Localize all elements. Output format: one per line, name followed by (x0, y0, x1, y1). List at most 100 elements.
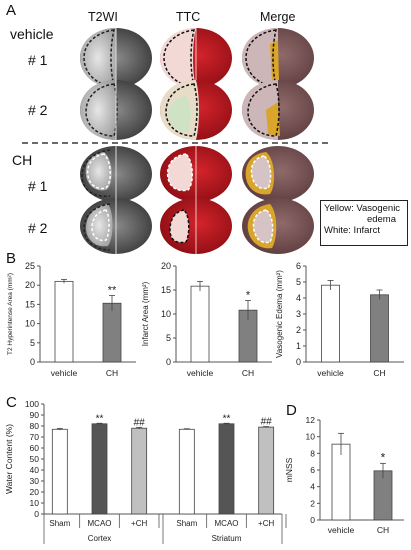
ttc-slice-ch-2 (160, 198, 232, 254)
y-tick-label: 15 (25, 299, 35, 309)
panel-c-letter: C (6, 394, 17, 411)
bar (370, 294, 389, 363)
column-header-t2wi: T2WI (88, 10, 118, 24)
y-tick-label: 6 (310, 465, 315, 475)
y-tick-label: 3 (296, 309, 301, 319)
y-axis-label: Vasogenic Edema (mm²) (275, 270, 284, 358)
y-tick-label: 10 (25, 319, 35, 329)
merge-slice-ch-2 (242, 198, 314, 254)
t2wi-slice-ch-1 (80, 146, 152, 202)
y-tick-label: 8 (310, 448, 315, 458)
y-tick-label: 20 (30, 487, 40, 497)
y-tick-label: 90 (30, 410, 40, 420)
category-label: +CH (131, 519, 147, 528)
row-label-ch-1: # 1 (28, 178, 48, 194)
category-label: vehicle (317, 368, 344, 378)
significance-mark: ** (96, 413, 104, 424)
y-tick-label: 40 (30, 465, 40, 475)
brain-slice-grid (22, 28, 328, 254)
panel-d-letter: D (286, 402, 297, 419)
legend-box: Yellow: Vasogenic edema White: Infarct (320, 200, 408, 246)
y-tick-label: 5 (30, 338, 35, 348)
row-label-vehicle-1: # 1 (28, 52, 48, 68)
y-tick-label: 50 (30, 454, 40, 464)
y-tick-label: 20 (25, 280, 35, 290)
bar (178, 428, 195, 515)
category-label: MCAO (88, 519, 112, 528)
significance-mark: * (246, 290, 251, 302)
y-tick-label: 10 (306, 432, 316, 442)
t2wi-slice-vehicle-1 (80, 28, 152, 88)
t2wi-slice-ch-2 (80, 198, 152, 254)
y-tick-label: 20 (161, 261, 171, 271)
bar (258, 426, 275, 515)
y-tick-label: 0 (166, 357, 171, 367)
y-tick-label: 25 (25, 261, 35, 271)
y-tick-label: 0 (296, 357, 301, 367)
column-header-ttc: TTC (176, 10, 201, 24)
row-label-ch-2: # 2 (28, 220, 48, 236)
y-tick-label: 0 (34, 509, 39, 519)
category-label: CH (242, 368, 254, 378)
merge-slice-vehicle-2 (242, 80, 314, 140)
bar (91, 423, 108, 515)
category-label: CH (377, 525, 389, 535)
panel-b-letter: B (6, 250, 17, 267)
y-tick-label: 60 (30, 443, 40, 453)
significance-mark: ** (108, 285, 117, 297)
merge-slice-vehicle-1 (242, 28, 314, 88)
y-tick-label: 4 (310, 482, 315, 492)
bar (102, 302, 122, 363)
column-header-merge: Merge (260, 10, 296, 24)
legend-line-edema: Yellow: Vasogenic (324, 203, 401, 214)
y-tick-label: 70 (30, 432, 40, 442)
y-tick-label: 10 (30, 498, 40, 508)
ttc-slice-ch-1 (160, 146, 232, 202)
y-axis-label: mNSS (284, 457, 294, 482)
y-tick-label: 100 (25, 399, 39, 409)
y-axis-label: T2 Hyperintense Area (mm²) (7, 273, 14, 355)
category-label: vehicle (187, 368, 214, 378)
bar (51, 428, 68, 515)
category-label: CH (373, 368, 385, 378)
group-label-vehicle: vehicle (10, 26, 54, 42)
group-label: Striatum (212, 534, 242, 543)
y-tick-label: 5 (296, 277, 301, 287)
bar (218, 423, 235, 515)
significance-mark: ## (134, 417, 146, 428)
y-tick-label: 12 (306, 415, 316, 425)
ttc-slice-vehicle-1 (160, 28, 232, 88)
category-label: Sham (49, 519, 70, 528)
chart-vasogenic-edema: 0 1 2 3 4 5 6 Vasogenic Edema (mm²) vehicle CH (275, 261, 404, 378)
y-axis-label: Infarct Area (mm²) (141, 281, 150, 346)
y-tick-label: 6 (296, 261, 301, 271)
bar (54, 280, 74, 363)
y-tick-label: 0 (30, 357, 35, 367)
category-label: +CH (258, 519, 274, 528)
row-label-vehicle-2: # 2 (28, 102, 48, 118)
panel-a-letter: A (6, 2, 17, 19)
significance-mark: ## (261, 417, 273, 428)
chart-t2-hyperintense: 0 5 10 15 20 25 T2 Hyperintense Area (mm²) vehi… (7, 261, 136, 378)
t2wi-slice-vehicle-2 (80, 80, 152, 140)
legend-line-infarct: White: Infarct (324, 225, 380, 236)
y-axis-label: Water Content (%) (4, 424, 14, 494)
category-label: vehicle (51, 368, 78, 378)
y-tick-label: 2 (310, 498, 315, 508)
merge-slice-ch-1 (242, 146, 314, 202)
category-label: Sham (176, 519, 197, 528)
bar (331, 443, 351, 521)
bar (131, 427, 148, 515)
ttc-slice-vehicle-2 (160, 80, 232, 140)
legend-line-edema-cont: edema (366, 214, 396, 225)
chart-mnss: 0 2 4 6 8 10 12 mNSS vehicle * CH (284, 415, 404, 535)
y-tick-label: 1 (296, 341, 301, 351)
group-label-ch: CH (12, 152, 33, 168)
category-label: vehicle (328, 525, 355, 535)
category-label: CH (106, 368, 118, 378)
significance-mark: ** (223, 413, 231, 424)
y-tick-label: 5 (166, 333, 171, 343)
y-tick-label: 2 (296, 325, 301, 335)
bar (190, 285, 210, 363)
